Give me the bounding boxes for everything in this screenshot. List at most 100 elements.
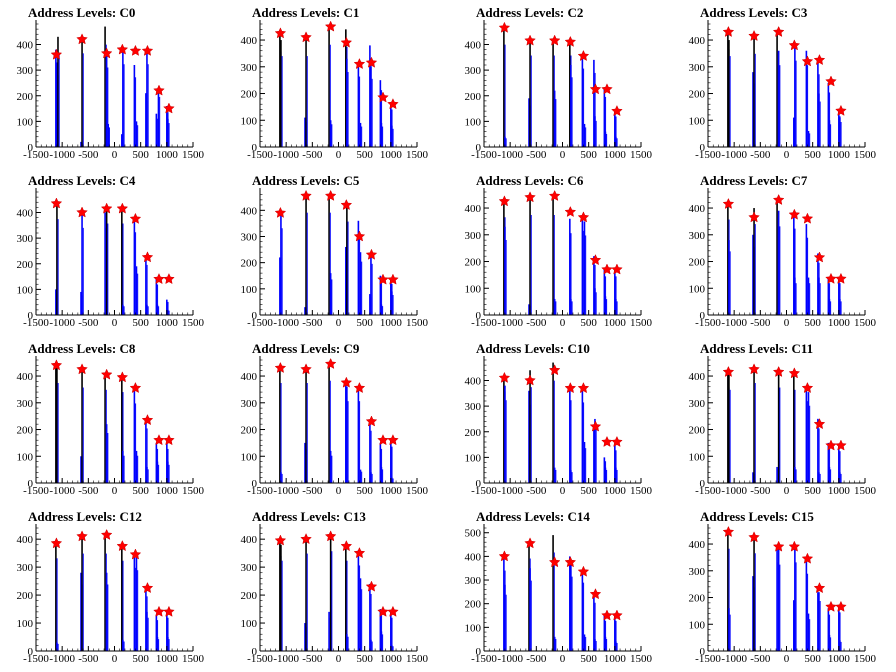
y-tick-label: 0 — [700, 646, 706, 658]
peak-marker — [300, 31, 312, 43]
peak-marker — [129, 212, 142, 224]
peak-marker — [153, 273, 165, 285]
chart-panel: 0 100 200 300 400 -1500 -1000 -500 0 500 1000 1500 A… — [448, 0, 672, 168]
peak-marker — [611, 263, 623, 275]
y-tick-label: 400 — [241, 534, 258, 546]
chart-title: Address Levels: C1 — [252, 5, 360, 20]
x-tick-label: -500 — [750, 485, 771, 497]
chart-title: Address Levels: C12 — [28, 509, 142, 524]
x-tick-label: 1500 — [630, 485, 653, 497]
chart-panel: 0 100 200 300 400 -1500 -1000 -500 0 500 1000 1500 A… — [448, 168, 672, 336]
peak-marker — [801, 381, 814, 394]
peak-marker — [589, 254, 602, 266]
y-tick-label: 300 — [241, 562, 258, 574]
y-tick-label: 200 — [17, 590, 34, 602]
y-tick-label: 300 — [241, 231, 258, 243]
peak-marker — [813, 251, 826, 263]
peak-marker — [100, 47, 113, 59]
chart-panel: 0 100 200 300 400 -1500 -1000 -500 0 500 1000 1500 A… — [672, 0, 896, 168]
x-tick-label: 1000 — [828, 485, 851, 497]
peak-marker — [340, 198, 353, 211]
peak-marker — [353, 57, 366, 70]
x-tick-label: 1000 — [604, 317, 627, 329]
y-tick-label: 100 — [17, 116, 34, 128]
x-tick-label: 500 — [804, 653, 821, 665]
x-tick-label: -1000 — [49, 485, 75, 497]
chart-svg: 0 100 200 300 400 -1500 -1000 -500 0 500 1000 1500 — [689, 188, 877, 329]
chart-panel: 0 100 200 300 400 -1500 -1000 -500 0 500 1000 1500 A… — [224, 0, 448, 168]
peak-marker — [153, 605, 165, 617]
x-tick-label: -1000 — [497, 317, 523, 329]
y-tick-label: 200 — [689, 593, 706, 605]
x-tick-label: 1500 — [630, 149, 653, 161]
x-tick-label: 500 — [356, 485, 373, 497]
y-tick-label: 200 — [241, 89, 258, 101]
peak-marker — [801, 552, 814, 564]
y-tick-label: 100 — [465, 116, 482, 128]
x-tick-label: -500 — [302, 149, 323, 161]
y-tick-label: 200 — [241, 258, 258, 270]
y-tick-label: 300 — [17, 398, 34, 410]
peak-marker — [353, 230, 366, 242]
peak-marker — [835, 104, 847, 116]
x-tick-label: 1500 — [182, 149, 205, 161]
x-tick-label: 500 — [132, 485, 149, 497]
chart-panel: 0 100 200 300 400 500 -1500 -1000 -500 0 500 1000 15… — [448, 504, 672, 672]
peak-marker — [100, 528, 113, 540]
y-tick-label: 400 — [465, 376, 482, 388]
peak-marker — [548, 34, 561, 46]
x-tick-label: 1000 — [156, 317, 179, 329]
y-tick-label: 300 — [241, 398, 258, 410]
chart-svg: 0 100 200 300 400 -1500 -1000 -500 0 500 1000 1500 — [17, 524, 205, 665]
peak-marker — [601, 609, 613, 621]
peak-marker — [788, 540, 801, 552]
peak-marker — [524, 191, 536, 203]
x-tick-label: 1500 — [182, 317, 205, 329]
x-tick-label: 500 — [804, 317, 821, 329]
peak-marker — [116, 43, 129, 55]
x-tick-label: -1000 — [721, 317, 747, 329]
peak-marker — [116, 202, 129, 214]
peak-marker — [577, 382, 590, 394]
x-tick-label: 1000 — [380, 317, 403, 329]
x-tick-label: -1500 — [23, 485, 49, 497]
peak-marker — [76, 33, 88, 45]
x-tick-label: 0 — [784, 149, 790, 161]
y-tick-label: 200 — [689, 425, 706, 437]
peak-marker — [772, 540, 785, 552]
x-tick-label: 1000 — [156, 485, 179, 497]
x-tick-label: -500 — [526, 317, 547, 329]
x-tick-label: 500 — [356, 149, 373, 161]
peak-marker — [498, 371, 511, 383]
peak-marker — [116, 371, 129, 383]
peak-marker — [813, 582, 826, 594]
chart-title: Address Levels: C10 — [476, 341, 590, 356]
y-tick-label: 300 — [465, 575, 482, 587]
chart-title: Address Levels: C8 — [28, 341, 136, 356]
chart-title: Address Levels: C6 — [476, 173, 584, 188]
y-tick-label: 100 — [17, 284, 34, 296]
x-tick-label: 0 — [112, 485, 118, 497]
x-tick-label: 0 — [560, 485, 566, 497]
peak-marker — [813, 53, 826, 66]
y-tick-label: 200 — [465, 599, 482, 611]
peak-marker — [50, 197, 63, 209]
peak-marker — [577, 565, 590, 577]
peak-marker — [825, 600, 837, 612]
x-tick-label: -1500 — [23, 317, 49, 329]
peak-marker — [377, 91, 389, 103]
peak-marker — [76, 363, 88, 375]
x-tick-label: 0 — [560, 653, 566, 665]
y-tick-label: 500 — [465, 528, 482, 540]
peak-marker — [377, 434, 389, 446]
chart-title: Address Levels: C3 — [700, 5, 808, 20]
x-tick-label: -1000 — [49, 653, 75, 665]
chart-title: Address Levels: C7 — [700, 173, 808, 188]
x-tick-label: 1500 — [182, 485, 205, 497]
y-tick-label: 0 — [700, 310, 706, 322]
y-tick-label: 100 — [689, 115, 706, 127]
x-tick-label: -1500 — [695, 149, 721, 161]
peak-marker — [835, 600, 847, 612]
peak-marker — [601, 435, 613, 447]
peak-marker — [100, 368, 113, 380]
